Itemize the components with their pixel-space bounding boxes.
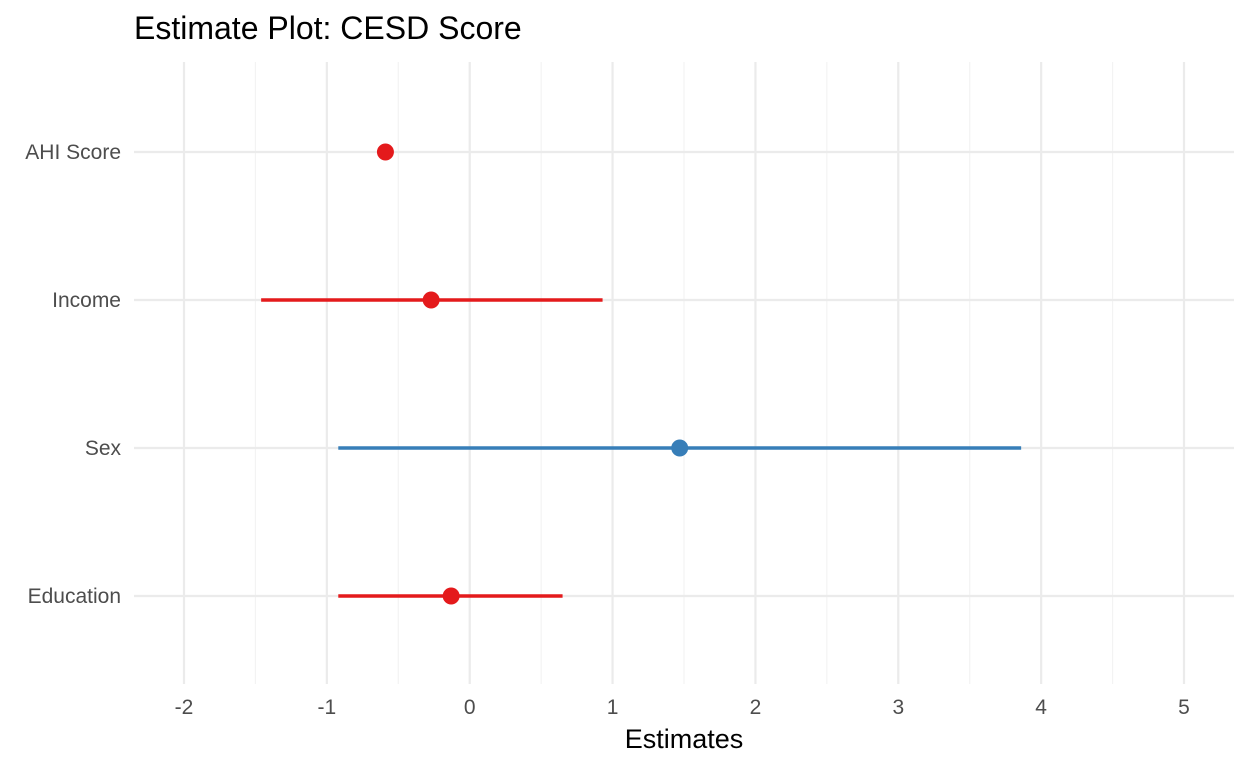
x-axis-title: Estimates (625, 724, 744, 754)
estimate-point (422, 291, 440, 309)
estimate-point (442, 587, 460, 605)
x-axis-ticks: -2 -1 0 1 2 3 4 5 (175, 696, 1190, 719)
x-tick-label: 1 (607, 696, 619, 719)
chart-title: Estimate Plot: CESD Score (134, 10, 522, 46)
x-tick-label: 0 (464, 696, 476, 719)
y-tick-label: Sex (85, 437, 122, 460)
estimate-point (671, 439, 689, 457)
estimate-marks (261, 143, 1022, 605)
minor-gridlines (254, 62, 1114, 684)
x-tick-label: 4 (1035, 696, 1047, 719)
x-tick-label: 3 (892, 696, 904, 719)
x-tick-label: 5 (1178, 696, 1190, 719)
x-tick-label: -2 (175, 696, 194, 719)
x-tick-label: 2 (750, 696, 762, 719)
major-gridlines (134, 62, 1234, 684)
x-tick-label: -1 (318, 696, 337, 719)
y-tick-label: Income (52, 289, 121, 312)
y-tick-label: Education (28, 585, 121, 608)
y-tick-label: AHI Score (25, 141, 121, 164)
y-axis-ticks: AHI Score Income Sex Education (25, 141, 121, 608)
estimate-point (376, 143, 394, 161)
